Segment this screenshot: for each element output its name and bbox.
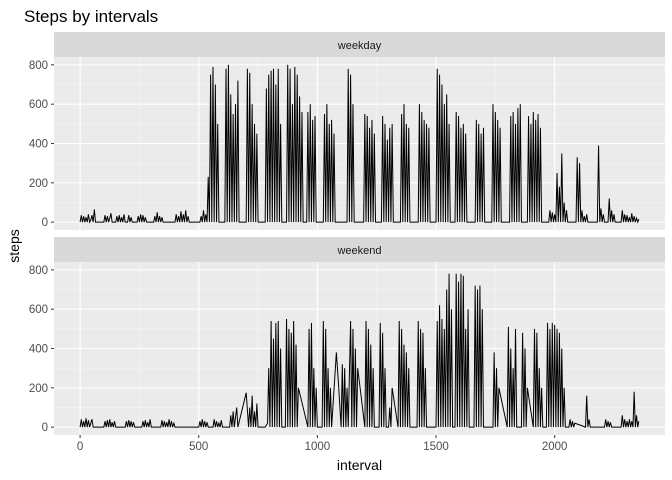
y-tick-label: 200 bbox=[29, 383, 48, 395]
y-axis-title: steps bbox=[6, 229, 22, 262]
y-tick-label: 800 bbox=[29, 60, 48, 72]
gridlines-weekday bbox=[54, 57, 665, 230]
y-axis-weekday: 0 200 400 600 800 bbox=[29, 60, 54, 229]
y-tick-label: 600 bbox=[29, 99, 48, 111]
x-tick-label: 2000 bbox=[542, 441, 568, 453]
panel-weekday: weekday 0 200 400 600 800 bbox=[29, 32, 665, 230]
x-tick-label: 1500 bbox=[423, 441, 449, 453]
y-tick-label: 600 bbox=[29, 304, 48, 316]
series-line-weekend bbox=[79, 273, 640, 428]
x-axis-title: interval bbox=[337, 457, 382, 473]
x-tick-label: 0 bbox=[77, 441, 83, 453]
y-tick-label: 200 bbox=[29, 178, 48, 190]
x-tick-label: 500 bbox=[189, 441, 208, 453]
y-tick-label: 0 bbox=[42, 422, 48, 434]
x-tick-label: 1000 bbox=[305, 441, 331, 453]
strip-weekday bbox=[54, 32, 665, 57]
x-axis: 0 500 1000 1500 2000 bbox=[77, 435, 568, 453]
y-tick-label: 400 bbox=[29, 344, 48, 356]
strip-label-weekend: weekend bbox=[336, 245, 381, 257]
y-tick-label: 800 bbox=[29, 265, 48, 277]
strip-label-weekday: weekday bbox=[337, 40, 382, 52]
y-tick-label: 0 bbox=[42, 217, 48, 229]
panel-weekend: weekend 0 200 400 600 800 bbox=[29, 237, 665, 435]
strip-weekend bbox=[54, 237, 665, 262]
y-tick-label: 400 bbox=[29, 139, 48, 151]
series-line-weekday bbox=[79, 64, 640, 224]
y-axis-weekend: 0 200 400 600 800 bbox=[29, 265, 54, 434]
chart-title: Steps by intervals bbox=[24, 7, 158, 26]
